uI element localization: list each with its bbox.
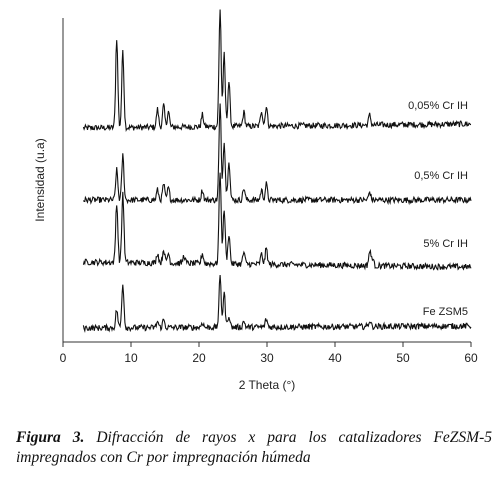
x-tick-label: 40 (328, 351, 342, 365)
x-tick-label: 50 (396, 351, 410, 365)
y-axis-label: Intensidad (u.a) (33, 138, 47, 221)
x-ticks: 0 10 20 30 40 50 60 (60, 342, 478, 365)
series-label: 0,05% Cr IH (408, 100, 468, 112)
x-tick-label: 60 (464, 351, 478, 365)
series-line (82, 9, 472, 132)
figure-caption: Figura 3. Difracción de rayos x para los… (16, 428, 492, 468)
series-line (82, 274, 472, 333)
caption-label: Figura 3. (16, 429, 85, 446)
x-tick-label: 30 (260, 351, 274, 365)
series-label: 5% Cr IH (423, 238, 468, 250)
x-axis-label: 2 Theta (°) (239, 378, 296, 392)
traces: 0,05% Cr IH 0,5% Cr IH 5% Cr IH Fe ZSM5 (82, 9, 472, 333)
series-label: Fe ZSM5 (423, 306, 468, 318)
xrd-chart: 0 10 20 30 40 50 60 0,05% Cr IH 0,5% Cr IH 5% Cr… (33, 9, 478, 392)
x-tick-label: 10 (124, 351, 138, 365)
series-line (82, 103, 472, 206)
series-label: 0,5% Cr IH (414, 170, 468, 182)
caption-text: Difracción de rayos x para los catalizad… (16, 429, 492, 466)
x-tick-label: 0 (60, 351, 67, 365)
x-tick-label: 20 (192, 351, 206, 365)
series-line (82, 172, 472, 271)
